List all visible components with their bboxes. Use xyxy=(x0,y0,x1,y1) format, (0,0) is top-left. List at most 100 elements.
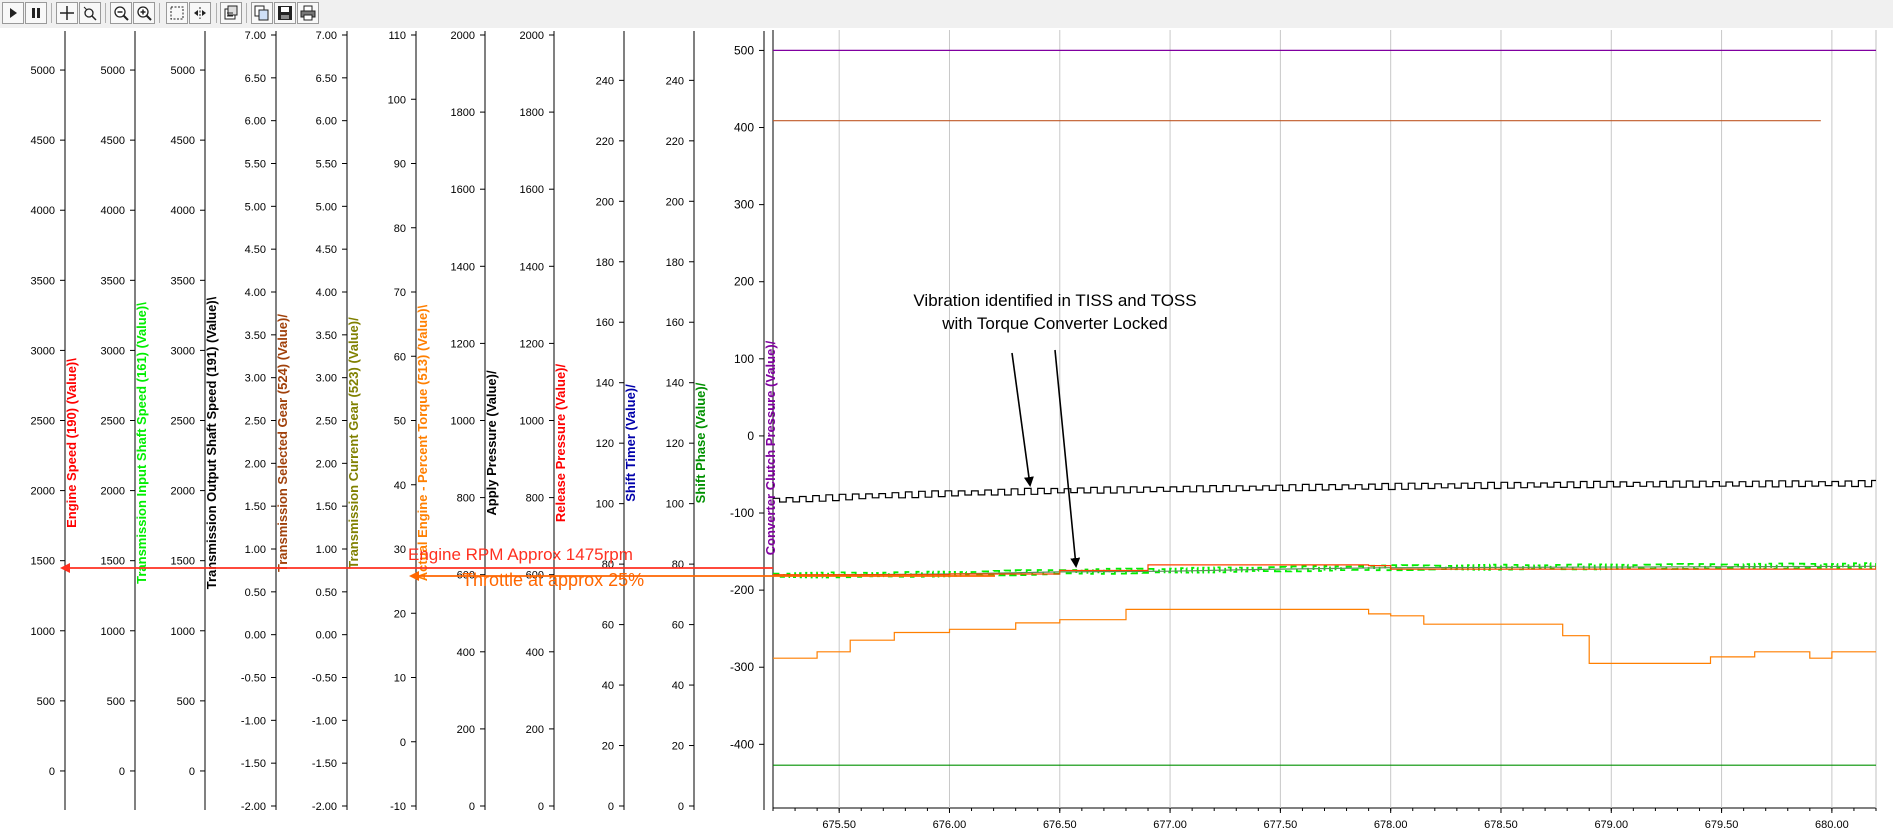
y-tick-label: 200 xyxy=(457,724,475,736)
pause-icon xyxy=(32,8,40,18)
zoom-out-button[interactable] xyxy=(110,2,132,24)
play-icon xyxy=(10,8,17,18)
y-axis-title: Shift Timer (Value)/ xyxy=(623,384,638,502)
y-tick-label: 1600 xyxy=(451,184,475,196)
y-tick-label: 90 xyxy=(394,159,406,171)
y-tick-label: 0 xyxy=(747,429,754,443)
y-tick-label: 140 xyxy=(666,378,684,390)
y-tick-label: 3000 xyxy=(171,345,195,357)
y-tick-label: 1000 xyxy=(101,626,125,638)
y-tick-label: 200 xyxy=(666,196,684,208)
arrow-to-tiss xyxy=(1054,349,1081,568)
y-tick-label: 3500 xyxy=(171,275,195,287)
copy-button[interactable] xyxy=(251,2,273,24)
y-tick-label: 4.50 xyxy=(245,244,266,256)
y-tick-label: -2.00 xyxy=(312,801,337,813)
y-tick-label: 300 xyxy=(734,198,754,212)
y-tick-label: 1000 xyxy=(31,626,55,638)
y-tick-label: 1000 xyxy=(451,416,475,428)
annotation-vibration: Vibration identified in TISS and TOSS xyxy=(913,291,1196,310)
arrow-to-toss xyxy=(1011,352,1034,487)
y-tick-label: -1.00 xyxy=(312,715,337,727)
print-icon xyxy=(300,5,316,21)
y-tick-label: 0.00 xyxy=(245,630,266,642)
y-tick-label: 2000 xyxy=(101,486,125,498)
chart-area[interactable]: 0500100015002000250030003500400045005000… xyxy=(0,28,1893,836)
y-tick-label: 100 xyxy=(596,499,614,511)
y-tick-label: 0.00 xyxy=(316,630,337,642)
y-tick-label: 0.50 xyxy=(245,587,266,599)
crosshair-button[interactable] xyxy=(56,2,78,24)
y-tick-label: 220 xyxy=(666,136,684,148)
y-axis-release_pressure: 0200400600800100012001400160018002000Rel… xyxy=(520,30,568,813)
y-axis-apply_pressure: 0200400600800100012001400160018002000App… xyxy=(451,30,499,813)
y-tick-label: 100 xyxy=(388,94,406,106)
y-axis-title: Transmission Input Shaft Speed (161) (Va… xyxy=(134,302,149,584)
y-tick-label: 120 xyxy=(596,438,614,450)
y-tick-label: 0 xyxy=(678,801,684,813)
y-axis-torque: -10 0 10 20 30 40 50 60 70 80 90 100 110 Actual Engin… xyxy=(388,30,430,813)
y-tick-label: 200 xyxy=(596,196,614,208)
y-tick-label: 40 xyxy=(394,480,406,492)
properties-button[interactable] xyxy=(220,2,242,24)
y-tick-label: 500 xyxy=(734,43,754,57)
crosshair-icon xyxy=(60,6,74,20)
y-tick-label: 4000 xyxy=(171,205,195,217)
y-tick-label: 100 xyxy=(666,499,684,511)
y-tick-label: 2500 xyxy=(31,416,55,428)
select-region-button[interactable] xyxy=(166,2,188,24)
y-tick-label: 2000 xyxy=(31,486,55,498)
print-button[interactable] xyxy=(297,2,319,24)
x-axis: 675.50 676.00 676.50 677.00 677.50 678.00 678.… xyxy=(772,808,1877,831)
y-tick-label: 180 xyxy=(596,257,614,269)
y-tick-label: 200 xyxy=(734,275,754,289)
y-tick-label: 2000 xyxy=(171,486,195,498)
y-tick-label: 80 xyxy=(672,559,684,571)
annotation-throttle: Throttle at approx 25% xyxy=(462,570,644,590)
y-tick-label: 80 xyxy=(394,223,406,235)
y-tick-label: 1.00 xyxy=(316,544,337,556)
y-tick-label: 1800 xyxy=(520,107,544,119)
y-tick-label: 1000 xyxy=(171,626,195,638)
y-tick-label: 5000 xyxy=(171,65,195,77)
pause-button[interactable] xyxy=(25,2,47,24)
toolbar-separator xyxy=(216,3,217,23)
fit-button[interactable] xyxy=(189,2,211,24)
series-line-torque xyxy=(773,608,1876,664)
save-button[interactable] xyxy=(274,2,296,24)
pan-button[interactable] xyxy=(79,2,101,24)
x-tick-label: 680.00 xyxy=(1815,819,1849,831)
y-tick-label: 6.00 xyxy=(316,116,337,128)
series xyxy=(773,49,1876,766)
y-tick-label: 400 xyxy=(526,647,544,659)
y-tick-label: 160 xyxy=(666,317,684,329)
x-tick-label: 678.00 xyxy=(1374,819,1408,831)
y-tick-label: 20 xyxy=(672,741,684,753)
y-tick-label: 3500 xyxy=(31,275,55,287)
y-tick-label: 1200 xyxy=(451,338,475,350)
y-tick-label: 220 xyxy=(596,136,614,148)
properties-icon xyxy=(224,5,238,20)
y-tick-label: -400 xyxy=(730,737,754,751)
x-tick-label: 678.50 xyxy=(1484,819,1518,831)
play-button[interactable] xyxy=(2,2,24,24)
series-line-engine_speed xyxy=(773,564,1876,576)
y-tick-label: 60 xyxy=(602,620,614,632)
y-tick-label: 800 xyxy=(526,493,544,505)
y-tick-label: 4.50 xyxy=(316,244,337,256)
y-axis-current_gear: -2.00 -1.50 -1.00 -0.50 0.00 0.50 1.00 1.50 2.00… xyxy=(312,30,361,813)
y-tick-label: 2.00 xyxy=(245,458,266,470)
y-tick-label: 0 xyxy=(469,801,475,813)
y-axis-title: Converter Clutch Pressure (Value)/ xyxy=(763,340,778,555)
y-tick-label: 3.00 xyxy=(245,373,266,385)
zoom-in-icon xyxy=(137,6,152,21)
y-axis-title: Transmission Output Shaft Speed (191) (V… xyxy=(204,296,219,589)
zoom-in-button[interactable] xyxy=(133,2,155,24)
y-tick-label: 1000 xyxy=(520,416,544,428)
y-axis-title: Actual Engine - Percent Torque (513) (Va… xyxy=(415,304,430,581)
y-tick-label: -300 xyxy=(730,660,754,674)
y-tick-label: 0 xyxy=(119,766,125,778)
fit-icon xyxy=(194,7,206,19)
y-tick-label: 2000 xyxy=(451,30,475,42)
y-tick-label: 4500 xyxy=(171,135,195,147)
